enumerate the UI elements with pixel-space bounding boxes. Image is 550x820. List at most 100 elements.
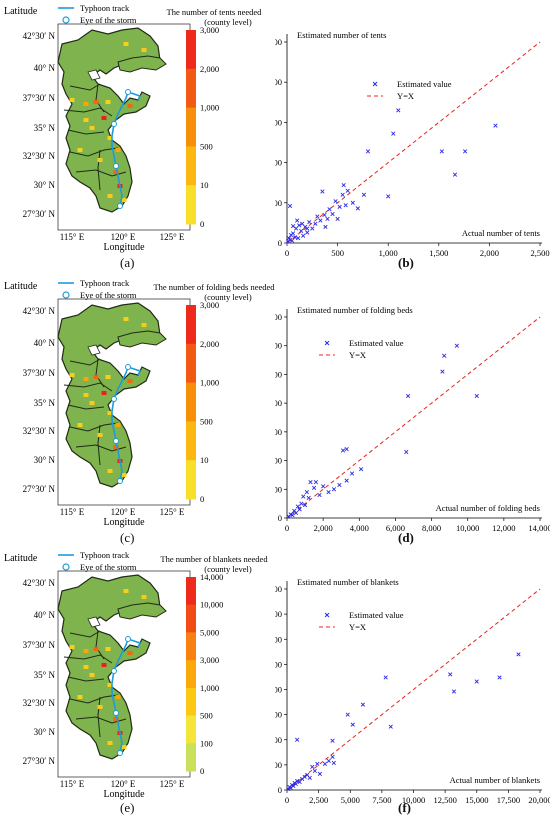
y-tick-label: 14,000 bbox=[275, 312, 282, 322]
data-point bbox=[311, 485, 317, 490]
data-point bbox=[310, 764, 315, 770]
data-point-stroke bbox=[341, 182, 346, 188]
legend-marker-x bbox=[324, 612, 330, 618]
data-point-stroke bbox=[290, 231, 296, 236]
county-hotspot bbox=[127, 651, 133, 655]
x-tick-label: 500 bbox=[331, 248, 344, 258]
data-point-stroke bbox=[301, 494, 306, 499]
data-point bbox=[326, 758, 331, 763]
x-tick-label: 12,500 bbox=[433, 795, 456, 805]
legend-track-label: Typhoon track bbox=[80, 550, 130, 560]
y-tick-label: 0 bbox=[278, 238, 282, 248]
caption-b: (b) bbox=[398, 255, 414, 270]
lat-tick-label: 37°30′ N bbox=[23, 368, 56, 378]
data-point-stroke bbox=[288, 512, 293, 517]
y-tick-label: 6,000 bbox=[275, 427, 282, 437]
lon-tick-label: 115° E bbox=[60, 779, 85, 789]
data-point-stroke bbox=[310, 764, 315, 770]
data-point-stroke bbox=[302, 502, 308, 508]
data-point-stroke bbox=[295, 504, 300, 509]
colorbar-segment bbox=[186, 715, 196, 744]
x-tick-label: 12,000 bbox=[492, 523, 515, 533]
data-point-stroke bbox=[360, 702, 366, 707]
data-point-stroke bbox=[497, 675, 502, 680]
data-point-stroke bbox=[318, 218, 323, 223]
y-tick-label: 2,500 bbox=[275, 760, 282, 770]
storm-eye-marker bbox=[113, 710, 119, 716]
legend-label-estimated: Estimated value bbox=[349, 610, 404, 620]
data-point-stroke bbox=[303, 224, 308, 230]
county-hotspot bbox=[97, 433, 103, 437]
province-border bbox=[63, 382, 113, 392]
province-border bbox=[97, 696, 101, 738]
lat-tick-label: 40° N bbox=[34, 338, 56, 348]
data-point-stroke bbox=[448, 672, 453, 677]
x-tick-label: 2,000 bbox=[480, 248, 499, 258]
data-point-stroke bbox=[325, 216, 330, 221]
county-hotspot bbox=[83, 649, 89, 653]
county-hotspot bbox=[77, 148, 83, 152]
data-point bbox=[295, 778, 300, 784]
county-hotspot bbox=[127, 379, 133, 383]
county-hotspot bbox=[101, 663, 107, 667]
data-point-stroke bbox=[386, 194, 391, 199]
legend-eye-label: Eye of the storm bbox=[80, 562, 137, 572]
colorbar-segment bbox=[186, 743, 196, 772]
county-hotspot bbox=[107, 411, 113, 415]
data-point-stroke bbox=[349, 471, 355, 476]
province-border bbox=[69, 694, 119, 704]
colorbar-segment bbox=[186, 660, 196, 689]
province-border bbox=[69, 630, 101, 638]
x-tick-label: 0 bbox=[285, 248, 289, 258]
y-tick-label: 15,000 bbox=[275, 634, 282, 644]
data-point-stroke bbox=[305, 226, 310, 231]
data-point bbox=[315, 761, 320, 766]
legend-eye-icon bbox=[62, 16, 70, 24]
lat-tick-label: 40° N bbox=[34, 610, 56, 620]
province-border bbox=[97, 424, 101, 466]
data-point-stroke bbox=[317, 492, 322, 498]
data-point-stroke bbox=[474, 679, 479, 684]
data-point-stroke bbox=[310, 226, 315, 231]
data-point bbox=[474, 679, 479, 684]
y-tick-label: 0 bbox=[278, 513, 282, 523]
data-point-stroke bbox=[340, 192, 345, 197]
data-point-stroke bbox=[297, 507, 302, 512]
data-point bbox=[345, 188, 350, 193]
y-tick-label: 8,000 bbox=[275, 398, 282, 408]
data-point bbox=[448, 672, 453, 677]
map-bay bbox=[87, 616, 101, 628]
data-point-stroke bbox=[345, 188, 350, 193]
data-point bbox=[474, 393, 479, 399]
storm-eye-marker bbox=[111, 396, 117, 402]
x-tick-label: 15,000 bbox=[465, 795, 488, 805]
lon-tick-label: 120° E bbox=[111, 779, 136, 789]
data-point bbox=[497, 675, 502, 680]
colorbar-tick-label: 5,000 bbox=[200, 627, 219, 637]
lat-tick-label: 35° N bbox=[34, 123, 56, 133]
data-point-stroke bbox=[474, 393, 479, 399]
data-point bbox=[287, 203, 293, 209]
typhoon-track bbox=[111, 637, 142, 754]
data-point bbox=[331, 487, 337, 492]
lat-tick-label: 37°30′ N bbox=[23, 93, 56, 103]
lon-tick-label: 125° E bbox=[160, 779, 185, 789]
province-border bbox=[63, 107, 113, 117]
x-tick-label: 1,500 bbox=[429, 248, 448, 258]
data-point bbox=[326, 490, 331, 495]
data-point bbox=[310, 226, 315, 231]
county-hotspot bbox=[107, 194, 113, 198]
map-land bbox=[57, 27, 161, 213]
data-point-stroke bbox=[516, 652, 521, 657]
county-hotspot bbox=[113, 170, 119, 174]
colorbar-segment bbox=[186, 604, 196, 633]
county-hotspot bbox=[69, 373, 75, 377]
data-point bbox=[404, 449, 409, 455]
data-point-stroke bbox=[345, 712, 350, 717]
data-point bbox=[405, 393, 411, 399]
legend-track-label: Typhoon track bbox=[80, 3, 130, 13]
data-point bbox=[305, 230, 310, 235]
data-point-stroke bbox=[286, 786, 291, 792]
map-land bbox=[57, 302, 161, 488]
province-border bbox=[69, 147, 119, 157]
